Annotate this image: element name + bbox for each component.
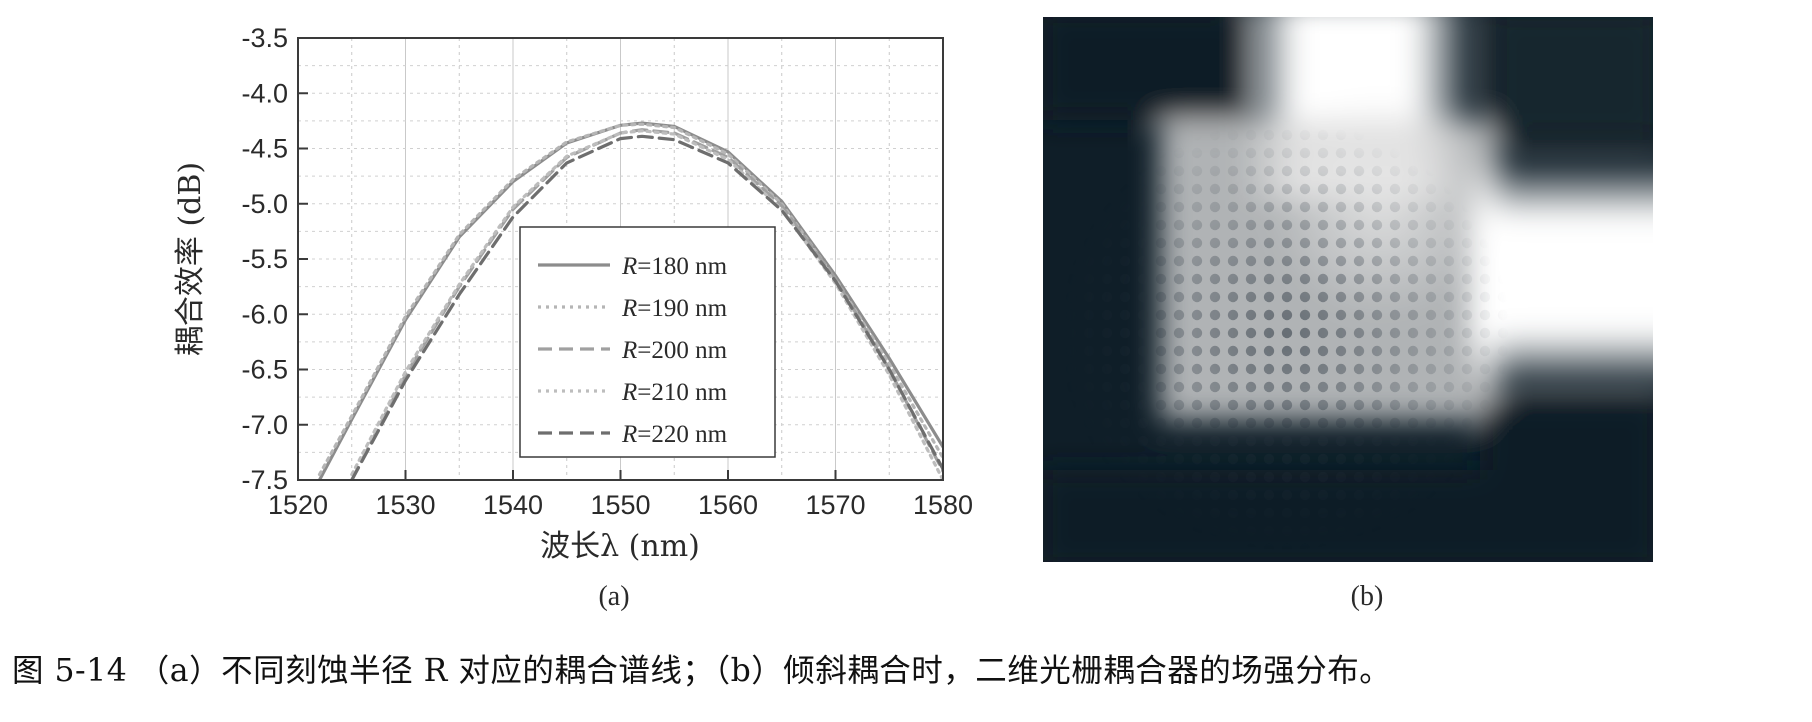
y-tick-label: -7.0 [241, 410, 288, 440]
series-line [350, 134, 943, 480]
panel-a-label: (a) [598, 581, 629, 612]
y-tick-label: -6.5 [241, 355, 288, 385]
figure-caption: 图 5-14 （a）不同刻蚀半径 R 对应的耦合谱线；（b）倾斜耦合时，二维光栅… [12, 653, 1392, 689]
legend: R=180 nm R=190 nm R=200 nm R=210 nm R=220 nm [519, 226, 776, 458]
panel-b-label: (b) [1351, 581, 1384, 612]
legend-label: R=200 nm [621, 337, 728, 364]
x-tick-label: 1550 [590, 490, 650, 520]
x-tick-label: 1540 [483, 490, 543, 520]
x-axis-title: 波长λ (nm) [540, 529, 700, 564]
legend-label: R=180 nm [621, 253, 728, 280]
y-tick-label: -7.5 [241, 465, 288, 495]
x-tick-label: 1570 [805, 490, 865, 520]
series-layer [317, 121, 943, 480]
axis-ticks [297, 37, 944, 481]
legend-label: R=190 nm [621, 295, 728, 322]
x-tick-label: 1580 [913, 490, 973, 520]
x-tick-label: 1530 [375, 490, 435, 520]
y-tick-label: -5.0 [241, 189, 288, 219]
y-tick-label: -5.5 [241, 244, 288, 274]
field-heatmap: (b) [1043, 17, 1653, 612]
interference-pattern [1060, 120, 1510, 550]
legend-label: R=220 nm [621, 421, 728, 448]
x-tick-label: 1560 [698, 490, 758, 520]
y-tick-label: -4.5 [241, 134, 288, 164]
line-chart: 1520 1530 1540 1550 1560 1570 1580 -3.5 -4.0 -4.… [173, 23, 973, 612]
x-tick-labels: 1520 1530 1540 1550 1560 1570 1580 [268, 490, 973, 520]
y-axis-title: 耦合效率 (dB) [173, 162, 208, 356]
series-line [317, 122, 943, 477]
x-tick-label: 1520 [268, 490, 328, 520]
y-tick-label: -4.0 [241, 78, 288, 108]
legend-label: R=210 nm [621, 379, 728, 406]
y-tick-label: -6.0 [241, 299, 288, 329]
y-tick-label: -3.5 [241, 23, 288, 53]
y-tick-labels: -3.5 -4.0 -4.5 -5.0 -5.5 -6.0 -6.5 -7.0 -7.5 [241, 23, 288, 495]
